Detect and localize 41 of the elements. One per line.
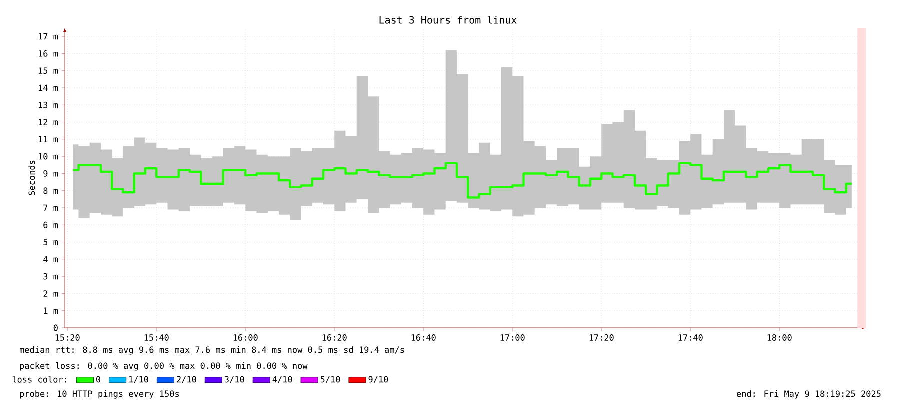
y-tick-label: 3 m — [44, 273, 58, 280]
legend-label: 4/10 — [272, 376, 292, 384]
y-tick-label: 14 m — [39, 84, 58, 92]
y-tick-label: 12 m — [39, 119, 58, 126]
y-tick-label: 0 — [54, 324, 58, 332]
legend-label: 5/10 — [320, 376, 340, 384]
y-tick-label: 9 m — [44, 170, 58, 177]
legend-label: 3/10 — [224, 376, 244, 384]
y-axis-title: Seconds — [28, 160, 36, 196]
y-tick-label: 11 m — [39, 136, 58, 143]
x-tick-label: 15:40 — [144, 334, 169, 341]
y-tick-label: 13 m — [39, 102, 58, 108]
x-tick-label: 16:40 — [412, 334, 436, 341]
y-tick-label: 16 m — [39, 50, 58, 57]
x-tick-label: 17:20 — [590, 334, 614, 341]
y-tick-label: 10 m — [39, 153, 58, 160]
y-tick-label: 17 m — [39, 33, 58, 40]
legend-label: 9/10 — [368, 376, 388, 384]
y-tick-label: 4 m — [44, 256, 58, 263]
x-tick-label: 18:00 — [768, 334, 792, 341]
y-tick-label: 2 m — [44, 290, 58, 297]
legend-label: 0 — [96, 376, 100, 383]
legend-label: 1/10 — [130, 376, 148, 384]
text: packet loss: 0.00 % avg 0.00 % max 0.00 % min 0.00 % now — [20, 362, 308, 371]
text: end: Fri May 9 18:19:25 2025 — [737, 390, 881, 399]
y-tick-label: 5 m — [44, 239, 58, 246]
y-tick-label: 6 m — [44, 222, 58, 228]
x-tick-label: 16:20 — [322, 334, 347, 341]
x-tick-label: 15:20 — [56, 334, 80, 341]
legend-title: loss color: — [12, 376, 66, 383]
x-tick-label: 17:00 — [500, 334, 525, 341]
y-tick-label: 15 m — [39, 68, 58, 74]
text: probe: 10 HTTP pings every 150s — [20, 390, 180, 399]
chart-title: Last 3 Hours from linux — [380, 16, 517, 24]
legend-label: 2/10 — [177, 376, 196, 384]
x-tick-label: 17:40 — [678, 334, 703, 341]
y-tick-label: 1 m — [44, 308, 58, 314]
y-tick-label: 7 m — [44, 204, 58, 212]
x-tick-label: 16:00 — [234, 334, 258, 341]
y-tick-label: 8 m — [44, 188, 58, 194]
text: median rtt: 8.8 ms avg 9.6 ms max 7.6 ms min 8.4 ms now 0.5 ms sd 19.4 am/s — [20, 346, 404, 355]
